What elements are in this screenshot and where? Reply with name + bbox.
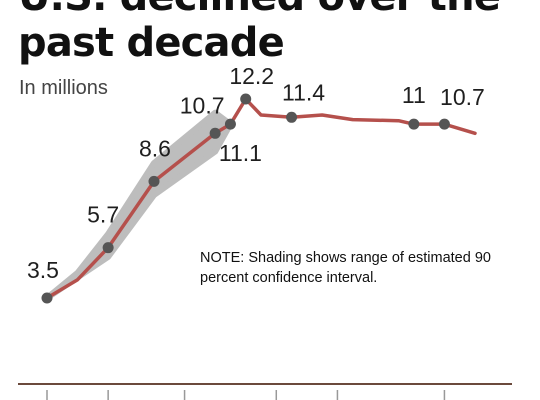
chart-title-line-1: U.S. declined over the (18, 0, 501, 20)
data-label-3: 10.7 (180, 92, 225, 118)
data-point-8 (438, 118, 450, 130)
data-label-0: 3.5 (27, 257, 59, 283)
data-point-4 (224, 118, 236, 130)
chart-title-line-2: past decade (18, 20, 285, 66)
data-label-7: 11 (402, 82, 426, 108)
chart-title: U.S. declined over the past decade (18, 0, 501, 66)
data-point-3 (209, 127, 221, 139)
chart-note-line-1: NOTE: Shading shows range of estimated 9… (200, 250, 491, 266)
data-point-5 (240, 93, 252, 105)
chart-subtitle: In millions (19, 77, 108, 99)
data-label-6: 11.4 (282, 79, 325, 105)
data-point-7 (408, 118, 420, 130)
data-point-2 (148, 175, 160, 187)
data-label-4: 11.1 (219, 140, 262, 166)
data-label-8: 10.7 (440, 84, 485, 110)
chart-note: NOTE: Shading shows range of estimated 9… (200, 248, 500, 288)
data-label-2: 8.6 (139, 135, 171, 161)
data-point-1 (102, 242, 114, 254)
chart-note-line-2: percent confidence interval. (200, 270, 378, 286)
data-label-1: 5.7 (87, 202, 119, 228)
data-label-5: 12.2 (229, 63, 274, 89)
data-point-6 (286, 111, 298, 123)
data-point-0 (41, 292, 53, 304)
